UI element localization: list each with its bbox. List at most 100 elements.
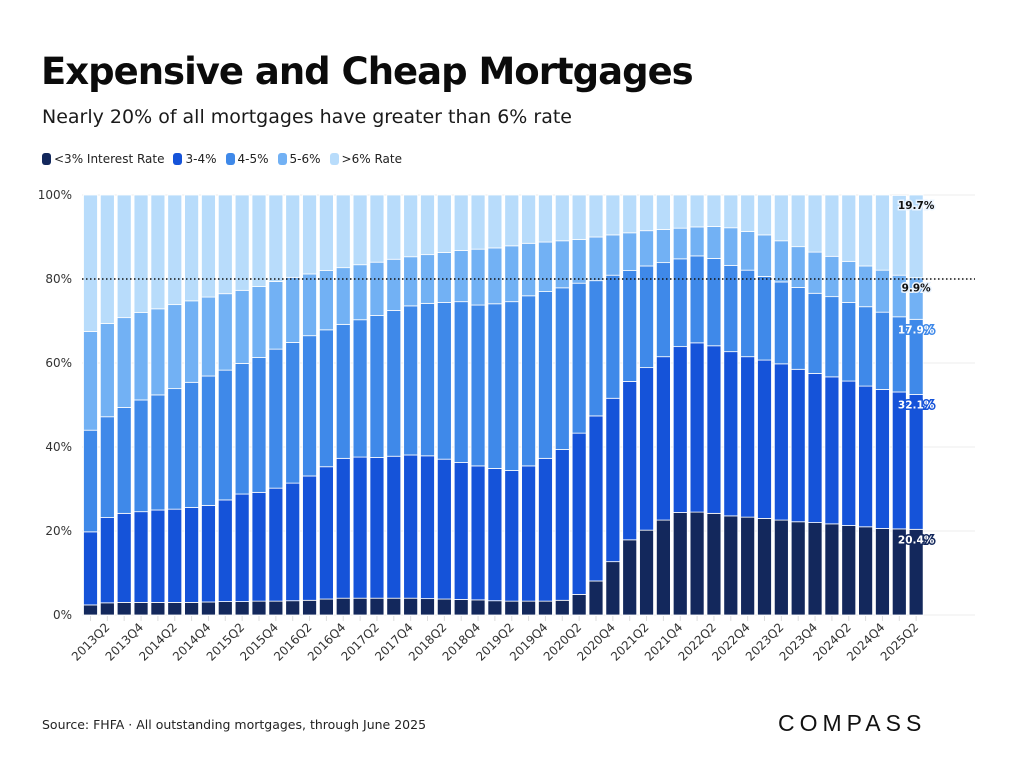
bar-segment [285,276,301,343]
bar-segment [369,315,385,458]
bar-segment [706,345,722,514]
bar-segment [588,415,604,582]
bar-segment [689,255,705,344]
bar-segment [538,457,553,602]
bar-segment [858,306,873,387]
bar-segment [588,280,604,417]
bar-segment [285,194,301,278]
bar-segment [386,194,402,260]
bar-segment [302,273,317,337]
legend-swatch [173,153,183,165]
bar-segment [841,302,857,382]
bar-segment [622,194,638,234]
bar-segment [790,246,806,288]
bar-segment [133,602,149,616]
bar-segment [554,240,570,289]
bar-segment [116,317,132,408]
bar-segment [875,269,890,313]
bar-segment [470,465,486,601]
bar-segment [318,329,334,468]
bar-segment [302,194,317,275]
y-tick-label: 100% [38,188,72,202]
data-label: 32.1% [898,400,935,412]
bar-segment [706,226,722,259]
bar-segment [420,598,435,616]
bar-segment [672,258,688,348]
bar-segment [487,194,503,249]
bar-segment [234,363,250,495]
bar-segment [740,269,756,358]
bar-segment [790,194,806,248]
bar-segment [841,194,857,262]
bar-segment [335,457,351,599]
bar-segment [487,247,503,305]
bar-segment [538,241,553,292]
bar-segment [133,194,149,313]
bar-segment [403,256,419,307]
bar-segment [201,375,216,506]
bar-segment [335,323,351,459]
bar-segment [453,599,469,616]
bar-segment [807,522,823,616]
y-tick-label: 60% [45,356,72,370]
bar-segment [184,602,200,616]
bar-segment [824,523,840,616]
bar-segment [217,369,233,501]
bar-segment [184,194,200,302]
bar-segment [875,389,890,529]
legend-label: <3% Interest Rate [54,152,165,166]
bar-segment [335,194,351,269]
legend-label: 4-5% [237,152,269,166]
bar-segment [150,394,166,511]
bar-segment [757,359,772,519]
bar-segment [554,287,570,450]
bar-segment [184,381,200,508]
bar-segment [133,511,149,603]
bar-segment [639,194,654,232]
bar-segment [875,311,890,390]
bar-segment [470,599,486,616]
bar-segment [453,250,469,303]
bar-segment [790,521,806,616]
bar-segment [83,604,98,616]
bar-segment [234,493,250,602]
bar-segment [605,397,621,563]
bar-segment [554,194,570,242]
bar-segment [672,194,688,229]
bar-segment [369,261,385,316]
bar-segment [83,429,98,533]
bar-segment [167,388,183,510]
bar-segment [133,312,149,401]
bar-segment [504,301,520,471]
bar-segment [403,454,419,599]
bar-segment [150,602,166,616]
legend-item-3-4: 3-4% [173,152,217,166]
bar-segment [807,373,823,524]
bar-segment [790,368,806,523]
bar-segment [858,526,873,616]
chart-subtitle: Nearly 20% of all mortgages have greater… [42,106,572,128]
bar-segment [436,194,452,253]
bar-segment [184,300,200,383]
bar-segment [201,296,216,377]
bar-segment [790,286,806,370]
bar-segment [571,432,587,595]
bar-segment [588,580,604,616]
bar-segment [605,194,621,236]
bar-segment [639,529,654,616]
bar-segment [285,342,301,484]
bar-segment [302,599,317,616]
bar-segment [858,265,873,308]
bar-segment [453,301,469,463]
bar-segment [201,601,216,616]
bar-segment [807,194,823,253]
bar-segment [487,303,503,469]
bar-segment [757,518,772,616]
bar-segment [453,194,469,251]
legend-swatch [329,153,339,165]
bar-segment [571,282,587,434]
legend-swatch [277,153,287,165]
bar-segment [99,602,115,616]
bar-segment [83,531,98,606]
bar-segment [891,195,907,276]
